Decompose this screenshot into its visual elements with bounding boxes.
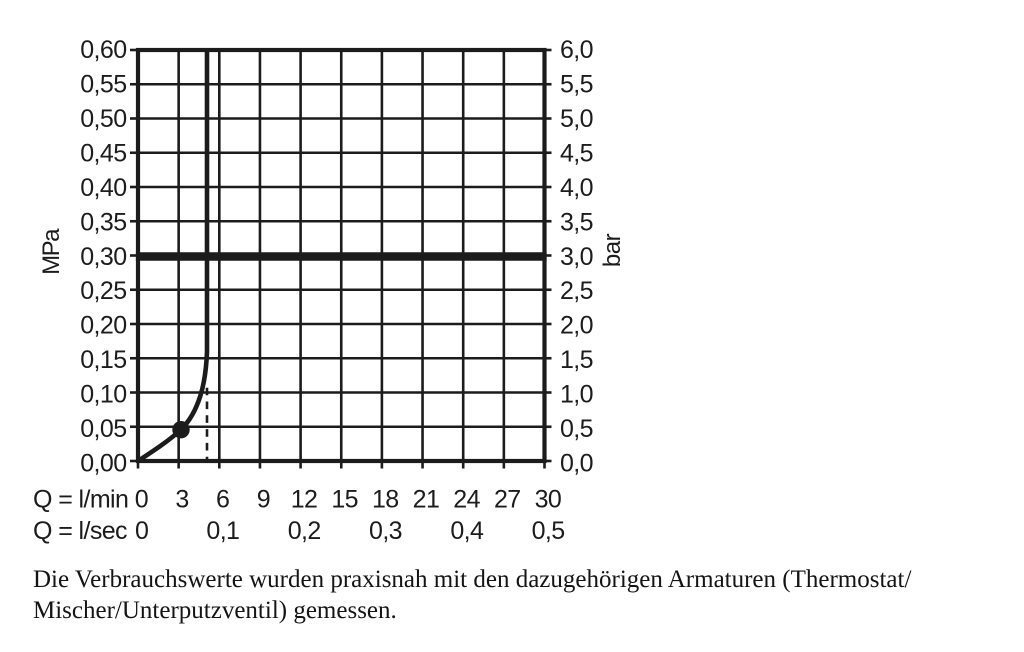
svg-text:0,20: 0,20 (80, 312, 126, 340)
svg-text:0,5: 0,5 (532, 517, 565, 545)
svg-text:0,3: 0,3 (369, 517, 402, 545)
svg-text:6: 6 (216, 485, 229, 513)
svg-text:15: 15 (331, 485, 358, 513)
svg-text:0,25: 0,25 (80, 277, 126, 305)
svg-text:0,35: 0,35 (80, 208, 126, 236)
svg-text:0,45: 0,45 (80, 139, 126, 167)
svg-text:0,5: 0,5 (560, 415, 593, 443)
svg-text:Q = l/sec: Q = l/sec (33, 517, 127, 545)
svg-text:6,0: 6,0 (560, 36, 593, 64)
svg-text:5,5: 5,5 (560, 70, 593, 98)
svg-text:bar: bar (599, 233, 626, 267)
svg-text:3,5: 3,5 (560, 208, 593, 236)
svg-text:2,5: 2,5 (560, 277, 593, 305)
svg-text:0,4: 0,4 (450, 517, 484, 545)
svg-text:0,55: 0,55 (80, 70, 126, 98)
svg-text:9: 9 (257, 485, 270, 513)
svg-text:0: 0 (135, 485, 148, 513)
svg-text:Die Verbrauchswerte wurden pra: Die Verbrauchswerte wurden praxisnah mit… (33, 566, 911, 593)
svg-text:0,60: 0,60 (80, 36, 126, 64)
svg-text:0,50: 0,50 (80, 105, 126, 133)
svg-text:Q = l/min: Q = l/min (33, 485, 128, 513)
svg-text:4,5: 4,5 (560, 139, 593, 167)
svg-text:4,0: 4,0 (560, 174, 593, 202)
svg-text:0,40: 0,40 (80, 174, 126, 202)
svg-text:5,0: 5,0 (560, 105, 593, 133)
svg-text:0,30: 0,30 (80, 243, 126, 271)
svg-text:27: 27 (494, 485, 521, 513)
svg-text:3: 3 (175, 485, 188, 513)
svg-text:1,0: 1,0 (560, 381, 593, 409)
svg-text:0,0: 0,0 (560, 450, 593, 478)
svg-text:0,1: 0,1 (206, 517, 239, 545)
svg-text:18: 18 (372, 485, 399, 513)
svg-text:30: 30 (535, 485, 562, 513)
svg-text:0: 0 (135, 517, 148, 545)
svg-text:21: 21 (413, 485, 440, 513)
svg-text:12: 12 (291, 485, 318, 513)
svg-text:3,0: 3,0 (560, 243, 593, 271)
svg-text:0,15: 0,15 (80, 346, 126, 374)
svg-text:MPa: MPa (38, 228, 65, 275)
svg-text:0,10: 0,10 (80, 381, 126, 409)
svg-text:0,2: 0,2 (288, 517, 321, 545)
svg-text:0,00: 0,00 (80, 450, 126, 478)
svg-text:Mischer/Unterputzventil) gemes: Mischer/Unterputzventil) gemessen. (33, 597, 397, 624)
svg-text:2,0: 2,0 (560, 312, 593, 340)
svg-text:24: 24 (453, 485, 480, 513)
svg-text:1,5: 1,5 (560, 346, 593, 374)
svg-text:0,05: 0,05 (80, 415, 126, 443)
